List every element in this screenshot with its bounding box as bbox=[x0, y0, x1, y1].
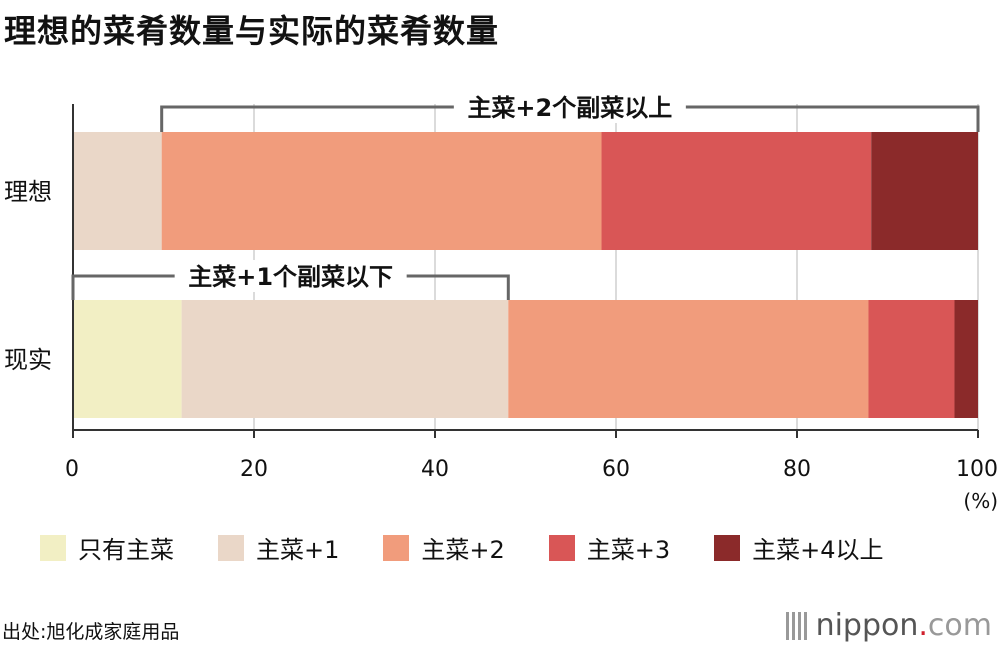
category-label: 现实 bbox=[4, 346, 52, 374]
bar-segment bbox=[601, 132, 872, 250]
legend-item: 主菜+4以上 bbox=[714, 530, 884, 565]
bar-segment bbox=[871, 132, 978, 250]
bar-segment bbox=[73, 132, 162, 250]
chart-title: 理想的菜肴数量与实际的菜肴数量 bbox=[4, 12, 500, 50]
annotation-label-bg bbox=[174, 260, 407, 292]
legend-swatch bbox=[714, 534, 741, 561]
annotation-label: 主菜+2个副菜以上 bbox=[467, 94, 672, 122]
legend-item: 只有主菜 bbox=[40, 530, 174, 565]
x-tick-label: 100 bbox=[956, 457, 998, 482]
logo-tld: com bbox=[927, 608, 992, 643]
bar-segment bbox=[954, 300, 978, 418]
annotation-label-bg bbox=[453, 91, 686, 123]
legend-swatch bbox=[383, 534, 410, 561]
legend-item: 主菜+3 bbox=[548, 530, 671, 565]
legend-item: 主菜+1 bbox=[218, 530, 339, 565]
x-tick-label: 40 bbox=[421, 457, 449, 482]
legend-swatch bbox=[40, 534, 66, 561]
bar-segment bbox=[181, 300, 509, 418]
x-axis-unit: (%) bbox=[963, 489, 998, 513]
logo-bars-icon bbox=[785, 611, 810, 640]
legend-label: 主菜+3 bbox=[586, 536, 671, 564]
logo-brand: nippon bbox=[815, 608, 919, 643]
category-label: 理想 bbox=[4, 178, 52, 206]
legend-swatch bbox=[218, 534, 244, 561]
x-tick-label: 0 bbox=[65, 457, 79, 482]
legend-label: 只有主菜 bbox=[78, 536, 174, 564]
source-note: 出处:旭化成家庭用品 bbox=[2, 621, 180, 643]
x-tick-label: 60 bbox=[602, 457, 630, 482]
legend-label: 主菜+4以上 bbox=[752, 536, 884, 564]
x-tick-label: 20 bbox=[240, 457, 268, 482]
legend-swatch bbox=[548, 534, 575, 561]
bar-segment bbox=[161, 132, 602, 250]
nippon-logo: nippon. com bbox=[785, 608, 992, 643]
legend-item: 主菜+2 bbox=[383, 530, 505, 565]
logo-dot: . bbox=[918, 608, 928, 643]
legend-label: 主菜+2 bbox=[421, 536, 505, 564]
annotation-label: 主菜+1个副菜以下 bbox=[188, 263, 393, 291]
bar-segment bbox=[868, 300, 955, 418]
legend: 只有主菜 主菜+1 主菜+2 主菜+3 主菜+4以上 bbox=[40, 530, 928, 565]
bar-segment bbox=[73, 300, 182, 418]
legend-label: 主菜+1 bbox=[256, 536, 340, 564]
bar-segment bbox=[508, 300, 869, 418]
x-tick-label: 80 bbox=[783, 457, 811, 482]
